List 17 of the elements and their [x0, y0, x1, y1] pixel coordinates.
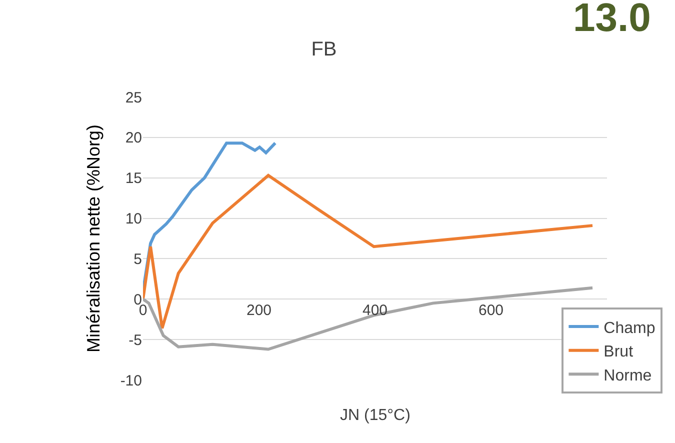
y-tick-label: 20 [125, 130, 142, 147]
y-tick-label: 10 [125, 210, 142, 228]
x-axis-title: JN (15°C) [340, 407, 410, 424]
x-tick-label: 400 [362, 302, 388, 320]
x-tick-label: 200 [246, 302, 272, 320]
legend-label: Brut [604, 344, 634, 361]
x-tick-label: 600 [478, 302, 504, 320]
chart-title: FB [311, 38, 337, 61]
y-tick-label: 5 [134, 250, 142, 268]
y-tick-label: 25 [125, 89, 142, 106]
text: 13.0 [573, 0, 651, 40]
y-tick-label: 15 [125, 170, 142, 188]
y-tick-label: -10 [120, 372, 142, 390]
legend-label: Norme [604, 367, 652, 384]
y-tick-label: -5 [128, 332, 142, 349]
legend-label: Champ [604, 320, 656, 337]
y-axis-title: Minéralisation nette (%Norg) [84, 124, 104, 353]
